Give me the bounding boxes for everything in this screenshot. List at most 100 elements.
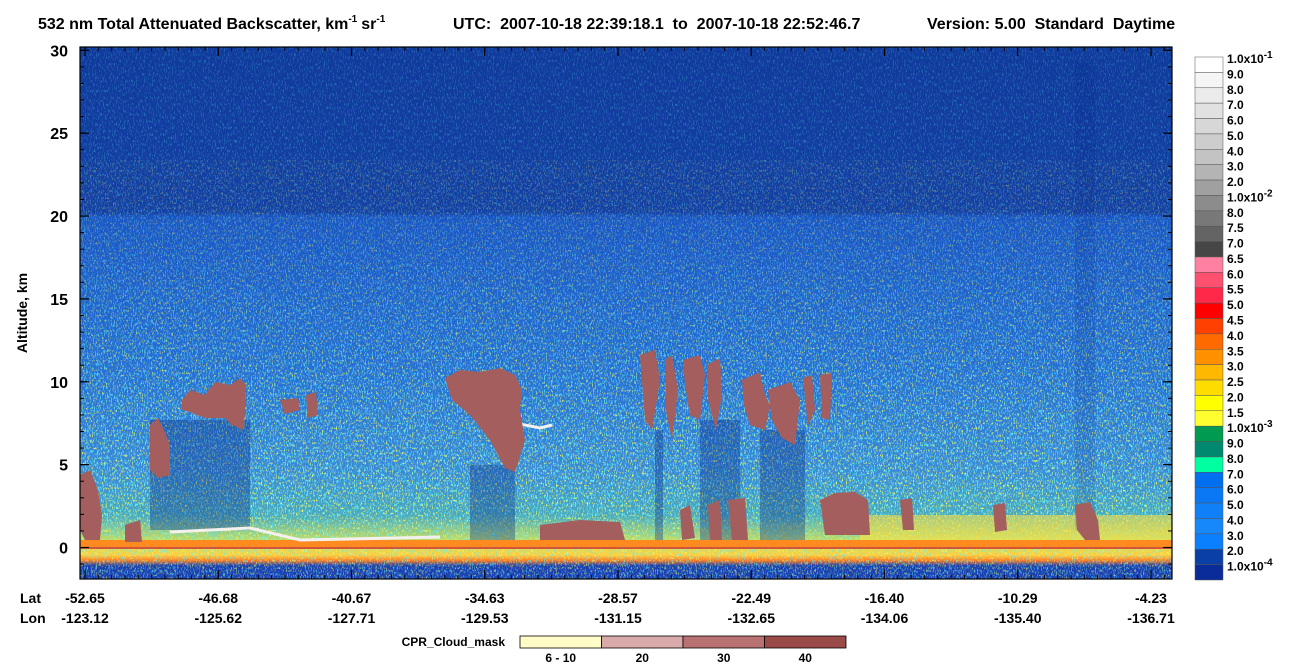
lat-label: -40.67 xyxy=(332,590,372,606)
colorbar-box xyxy=(1194,395,1224,412)
colorbar-box xyxy=(1194,502,1224,519)
lon-label: -132.65 xyxy=(728,610,776,626)
speckle-yellow xyxy=(80,160,1172,579)
cloud-mask-swatch xyxy=(601,635,684,649)
low-cloud xyxy=(169,526,441,542)
colorbar-label-text: 1.0x10 xyxy=(1227,421,1264,435)
colorbar-box xyxy=(1194,118,1224,135)
colorbar-label: 2.5 xyxy=(1227,375,1244,389)
y-tick-label: 25 xyxy=(50,126,68,143)
colorbar-label: 5.5 xyxy=(1227,283,1244,297)
shadow-column xyxy=(1075,60,1095,530)
colorbar-label: 1.0x10-3 xyxy=(1227,419,1273,435)
colorbar-box xyxy=(1194,564,1224,581)
lat-label: -16.40 xyxy=(865,590,905,606)
lon-label: -129.53 xyxy=(461,610,509,626)
colorbar-label: 8.0 xyxy=(1227,452,1244,466)
colorbar-box xyxy=(1194,302,1224,319)
colorbar-label: 1.0x10-2 xyxy=(1227,188,1273,204)
cloud xyxy=(640,350,660,430)
colorbar-label: 3.0 xyxy=(1227,529,1244,543)
colorbar-label: 8.0 xyxy=(1227,83,1244,97)
time-range: UTC: 2007-10-18 22:39:18.1 to 2007-10-18… xyxy=(453,16,860,33)
colorbar-label: 5.0 xyxy=(1227,298,1244,312)
colorbar-label: 6.0 xyxy=(1227,483,1244,497)
colorbar-label: 5.0 xyxy=(1227,498,1244,512)
cloud xyxy=(683,355,705,420)
backscatter-image xyxy=(80,47,1172,579)
cloud-mask-label: 20 xyxy=(636,651,650,665)
speckle xyxy=(80,47,1172,579)
lon-label: -125.62 xyxy=(195,610,243,626)
colorbar-label-exp: -3 xyxy=(1264,419,1273,430)
colorbar-box xyxy=(1194,164,1224,181)
colorbar-label-text: 1.0x10 xyxy=(1227,52,1264,66)
colorbar-label: 4.0 xyxy=(1227,144,1244,158)
colorbar-box xyxy=(1194,456,1224,473)
colorbar-label: 2.0 xyxy=(1227,544,1244,558)
colorbar-label: 5.0 xyxy=(1227,129,1244,143)
colorbar-box xyxy=(1194,210,1224,227)
lat-label: -28.57 xyxy=(598,590,638,606)
cloud-mask-swatch xyxy=(764,635,847,649)
colorbar-box xyxy=(1194,349,1224,365)
y-tick-label: 10 xyxy=(50,375,68,392)
colorbar-box xyxy=(1194,518,1224,535)
lon-label: -135.40 xyxy=(994,610,1042,626)
cloud xyxy=(80,470,102,540)
cloud xyxy=(900,498,914,530)
shadow-column xyxy=(760,430,805,540)
x-row-label: Lat xyxy=(20,590,41,606)
colorbar-label: 3.0 xyxy=(1227,360,1244,374)
colorbar-box xyxy=(1194,548,1224,565)
cloud xyxy=(993,503,1007,532)
colorbar-box xyxy=(1194,333,1224,350)
x-row-label: Lon xyxy=(20,610,46,626)
lat-label: -46.68 xyxy=(198,590,238,606)
colorbar-label-text: 1.0x10 xyxy=(1227,190,1264,204)
colorbar-label-exp: -4 xyxy=(1264,558,1273,569)
chart-title: 532 nm Total Attenuated Backscatter, km-… xyxy=(38,14,386,33)
title-exp: -1 xyxy=(348,14,357,25)
cloud xyxy=(182,378,246,430)
cloud-mask-label: 30 xyxy=(717,651,731,665)
cloud xyxy=(820,492,870,535)
cloud xyxy=(150,418,170,478)
colorbar-label: 3.5 xyxy=(1227,344,1244,358)
lon-label: -123.12 xyxy=(61,610,109,626)
cloud xyxy=(742,372,770,430)
cloud xyxy=(820,373,832,420)
colorbar-box xyxy=(1194,195,1224,212)
colorbar-box xyxy=(1194,225,1224,242)
colorbar-box xyxy=(1194,364,1224,381)
cloud-mask xyxy=(80,350,1100,542)
colorbar-box xyxy=(1194,410,1224,427)
colorbar-label: 8.0 xyxy=(1227,206,1244,220)
title-text: 532 nm Total Attenuated Backscatter, km xyxy=(38,16,348,33)
colorbar-label: 4.0 xyxy=(1227,513,1244,527)
colorbar-label: 7.5 xyxy=(1227,221,1244,235)
title-unit: sr xyxy=(361,16,376,33)
y-tick-label: 30 xyxy=(50,43,68,60)
colorbar-box xyxy=(1194,272,1224,288)
colorbar-box xyxy=(1194,72,1224,89)
colorbar-label: 6.5 xyxy=(1227,252,1244,266)
colorbar-box xyxy=(1194,441,1224,458)
cloud xyxy=(445,368,525,472)
surface-band xyxy=(80,540,1172,547)
lon-label: -127.71 xyxy=(328,610,376,626)
cloud xyxy=(665,355,678,440)
cloud xyxy=(708,500,722,540)
colorbar-label: 1.0x10-1 xyxy=(1227,50,1273,66)
version: Version: 5.00 Standard Daytime xyxy=(927,16,1175,33)
colorbar-box xyxy=(1194,318,1224,335)
colorbar-box xyxy=(1194,87,1224,104)
colorbar-box xyxy=(1194,256,1224,273)
lon-label: -136.71 xyxy=(1127,610,1175,626)
colorbar-box xyxy=(1194,487,1224,504)
colorbar-box xyxy=(1194,56,1224,73)
shadow-column xyxy=(470,465,515,540)
y-tick-label: 5 xyxy=(59,458,68,475)
colorbar-label: 6.0 xyxy=(1227,267,1244,281)
